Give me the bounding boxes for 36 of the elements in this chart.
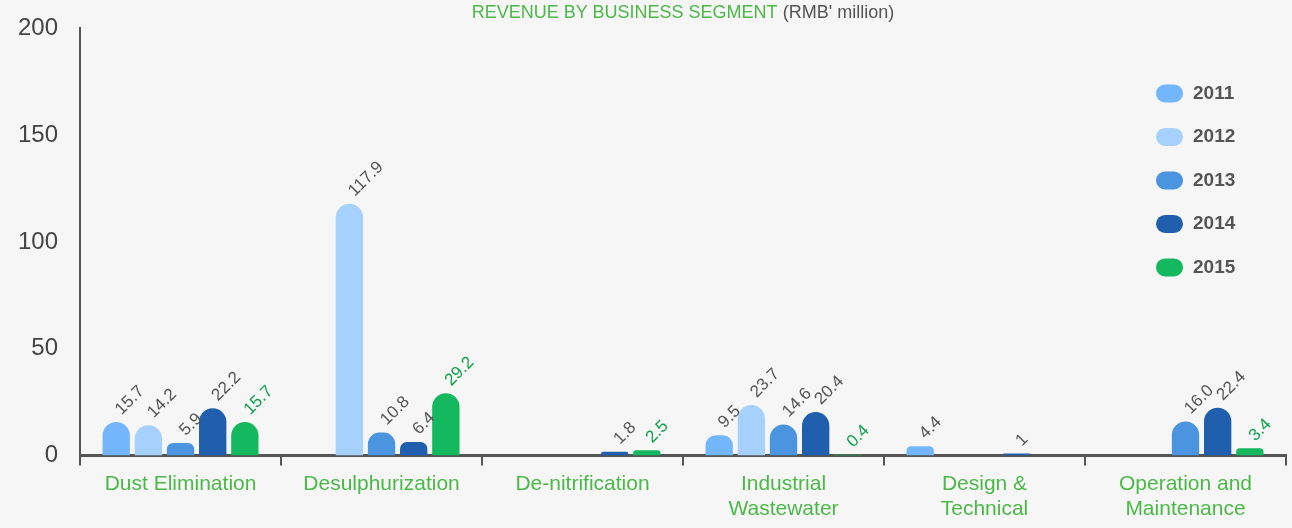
x-tick-label: Design & Technical [940, 471, 1029, 520]
bar [432, 393, 460, 456]
bar [199, 408, 227, 456]
bar [1236, 448, 1264, 456]
x-tick-label: De-nitrification [515, 471, 650, 494]
data-label: 3.4 [1244, 414, 1275, 445]
bar [1003, 453, 1031, 456]
legend-label: 2012 [1193, 125, 1236, 147]
bar [166, 443, 195, 456]
data-label: 9.5 [713, 401, 745, 432]
y-tick-label: 50 [31, 333, 59, 361]
chart-title: REVENUE BY BUSINESS SEGMENT [471, 1, 778, 22]
y-tick-label: 200 [18, 13, 59, 41]
x-tick-label: Desulphurization [303, 471, 460, 494]
y-tick-label: 0 [44, 440, 59, 468]
x-tick-label: Industrial Wastewater [728, 471, 839, 520]
data-label: 5.9 [175, 408, 206, 440]
data-label: 1 [1011, 429, 1032, 450]
legend-label: 2011 [1193, 81, 1235, 103]
data-label: 6.4 [408, 407, 439, 439]
data-label: 2.5 [641, 416, 672, 447]
data-label: 1.8 [609, 417, 640, 448]
bar [335, 203, 364, 456]
data-label: 4.4 [914, 412, 946, 443]
legend-label: 2014 [1193, 212, 1236, 234]
bar [906, 446, 934, 456]
bar [633, 450, 661, 456]
legend-label: 2015 [1193, 255, 1236, 277]
y-tick-label: 100 [18, 226, 59, 254]
data-label: 0.4 [842, 420, 873, 451]
x-tick-label: Dust Elimination [104, 471, 257, 494]
bar [400, 441, 428, 456]
y-tick-label: 150 [18, 119, 59, 147]
chart-subtitle: (RMB' million) [777, 1, 895, 22]
x-tick-label: Operation and Maintenance [1118, 471, 1253, 520]
legend-label: 2013 [1193, 168, 1236, 190]
